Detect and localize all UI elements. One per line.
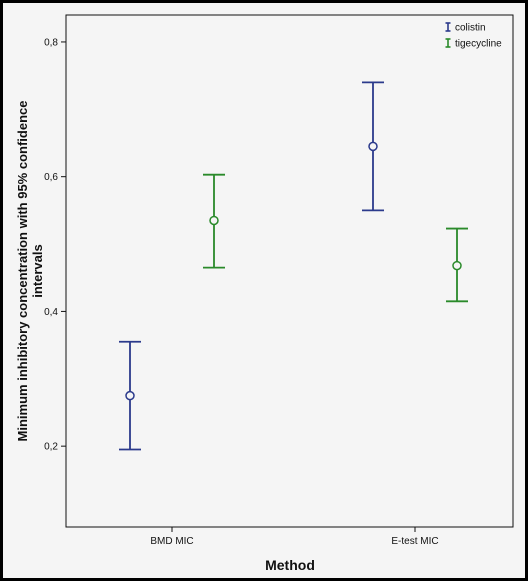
y-tick-label: 0,4 bbox=[44, 307, 58, 318]
chart-svg: 0,2 0,4 0,6 0,8 BMD MIC E-test MIC colistin ti… bbox=[15, 14, 514, 573]
chart-frame: 0,2 0,4 0,6 0,8 BMD MIC E-test MIC colistin ti… bbox=[3, 3, 525, 578]
legend-item-tigecycline: tigecycline bbox=[445, 38, 502, 50]
x-axis-title: Method bbox=[265, 557, 315, 573]
mean-marker bbox=[209, 215, 219, 226]
y-tick-label: 0,6 bbox=[44, 172, 58, 183]
error-bar-tigecycline bbox=[446, 227, 468, 303]
plot-area bbox=[65, 14, 514, 528]
mean-marker bbox=[125, 390, 135, 401]
legend-label: colistin bbox=[455, 23, 486, 34]
legend-item-colistin: colistin bbox=[445, 22, 486, 34]
y-tick-label: 0,2 bbox=[44, 442, 58, 453]
y-axis-title-line1: Minimum inhibitory concentration with 95… bbox=[15, 101, 30, 442]
y-tick-label: 0,8 bbox=[44, 37, 58, 48]
mean-marker bbox=[368, 141, 378, 152]
x-tick-label: BMD MIC bbox=[150, 536, 193, 547]
error-bar-colistin bbox=[119, 340, 141, 451]
legend-label: tigecycline bbox=[455, 39, 502, 50]
error-bar-tigecycline bbox=[203, 173, 225, 269]
y-axis-title-line2: intervals bbox=[30, 244, 45, 297]
ticks-layer: 0,2 0,4 0,6 0,8 BMD MIC E-test MIC bbox=[44, 37, 439, 547]
marks-layer bbox=[119, 81, 468, 451]
x-tick-label: E-test MIC bbox=[391, 536, 438, 547]
error-bar-colistin bbox=[362, 81, 384, 212]
legend: colistin tigecycline bbox=[445, 22, 502, 50]
mean-marker bbox=[452, 260, 462, 271]
